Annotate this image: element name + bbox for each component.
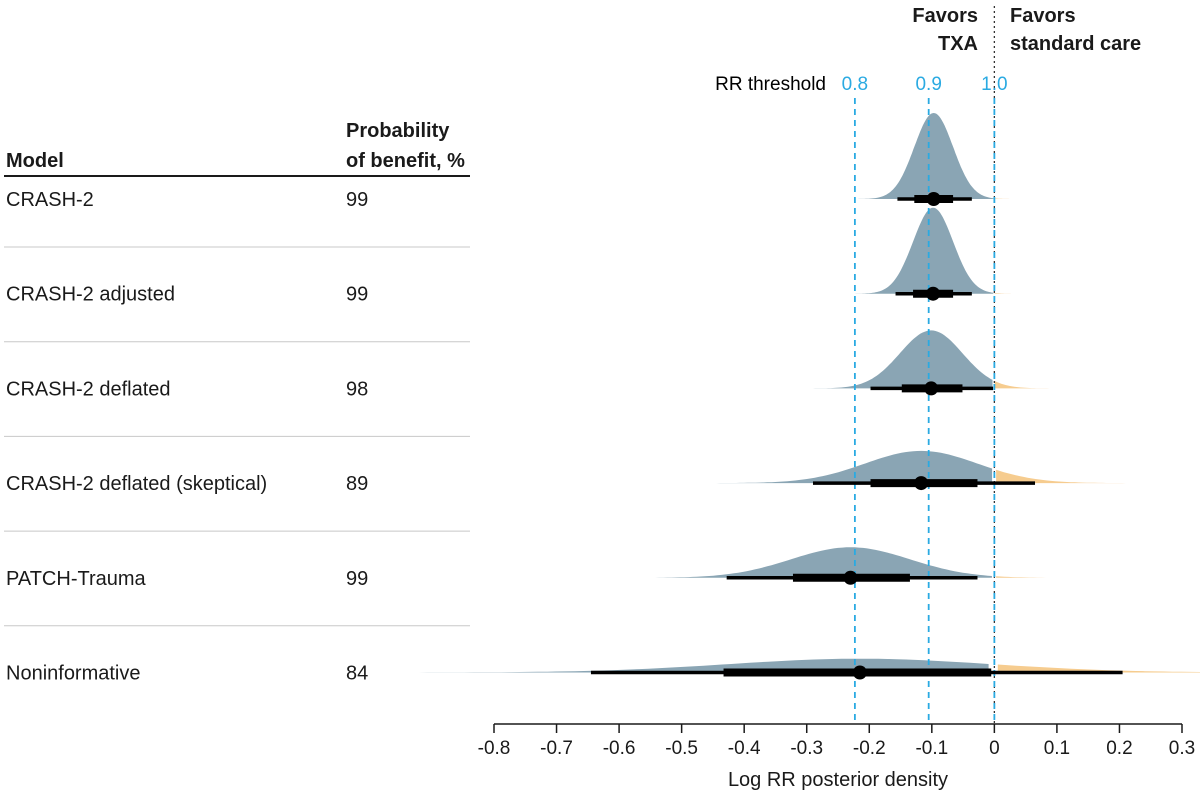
density-layer bbox=[308, 113, 1200, 673]
density-harm bbox=[994, 381, 1063, 389]
median-point bbox=[843, 570, 858, 585]
x-tick-label: -0.6 bbox=[603, 738, 636, 759]
density-benefit bbox=[852, 113, 994, 199]
interval-layer bbox=[590, 192, 1123, 680]
probability-header-line1: Probability bbox=[346, 120, 450, 142]
x-tick-label: -0.3 bbox=[790, 738, 823, 759]
density-benefit bbox=[799, 330, 993, 389]
model-label: PATCH-Trauma bbox=[6, 568, 147, 590]
density-harm bbox=[994, 293, 1018, 294]
threshold-value-label: 0.8 bbox=[842, 74, 868, 95]
model-label: Noninformative bbox=[6, 663, 141, 685]
model-label: CRASH-2 bbox=[6, 189, 94, 211]
x-axis-title: Log RR posterior density bbox=[728, 769, 948, 791]
x-tick-label: -0.1 bbox=[915, 738, 948, 759]
probability-value: 98 bbox=[346, 378, 368, 400]
density-harm bbox=[996, 469, 1158, 484]
median-point bbox=[914, 476, 929, 491]
x-tick-label: -0.8 bbox=[478, 738, 511, 759]
density-harm bbox=[997, 664, 1200, 673]
median-point bbox=[924, 381, 939, 396]
density-harm bbox=[994, 198, 1016, 199]
x-axis: -0.8 -0.7 -0.6 -0.5 -0.4 -0.3 -0.2 -0.1 0 0.1 0.2 0… bbox=[478, 723, 1195, 759]
x-tick-label: 0.3 bbox=[1169, 738, 1195, 759]
median-point bbox=[926, 286, 941, 301]
x-tick-label: 0 bbox=[989, 738, 1000, 759]
probability-value: 89 bbox=[346, 473, 368, 495]
threshold-value-label: 1.0 bbox=[981, 74, 1007, 95]
density-harm bbox=[996, 576, 1101, 578]
probability-value: 84 bbox=[346, 663, 368, 685]
favors-txa-line2: TXA bbox=[938, 33, 978, 55]
probability-value: 99 bbox=[346, 284, 368, 306]
x-tick-label: -0.2 bbox=[853, 738, 886, 759]
rr-threshold-label: RR threshold bbox=[715, 74, 826, 95]
density-benefit bbox=[684, 450, 993, 484]
x-tick-label: -0.5 bbox=[665, 738, 698, 759]
favors-standard-line2: standard care bbox=[1010, 33, 1141, 55]
favors-txa-line1: Favors bbox=[912, 5, 978, 27]
median-point bbox=[926, 192, 941, 206]
probability-value: 99 bbox=[346, 568, 368, 590]
density-benefit bbox=[849, 207, 994, 294]
probability-value: 99 bbox=[346, 189, 368, 211]
x-tick-label: -0.7 bbox=[540, 738, 573, 759]
model-label: CRASH-2 deflated bbox=[6, 378, 171, 400]
x-tick-label: 0.1 bbox=[1044, 738, 1070, 759]
density-benefit bbox=[601, 547, 992, 578]
model-rows: CRASH-2 99 CRASH-2 adjusted 99 CRASH-2 defla… bbox=[4, 189, 470, 685]
median-point bbox=[852, 665, 867, 680]
threshold-value-label: 0.9 bbox=[915, 74, 941, 95]
favors-standard-line1: Favors bbox=[1010, 5, 1076, 27]
probability-header-line2: of benefit, % bbox=[346, 150, 465, 172]
model-label: CRASH-2 adjusted bbox=[6, 284, 175, 306]
model-column-header: Model bbox=[6, 150, 64, 172]
x-tick-label: -0.4 bbox=[728, 738, 761, 759]
x-tick-label: 0.2 bbox=[1106, 738, 1132, 759]
model-label: CRASH-2 deflated (skeptical) bbox=[6, 473, 267, 495]
